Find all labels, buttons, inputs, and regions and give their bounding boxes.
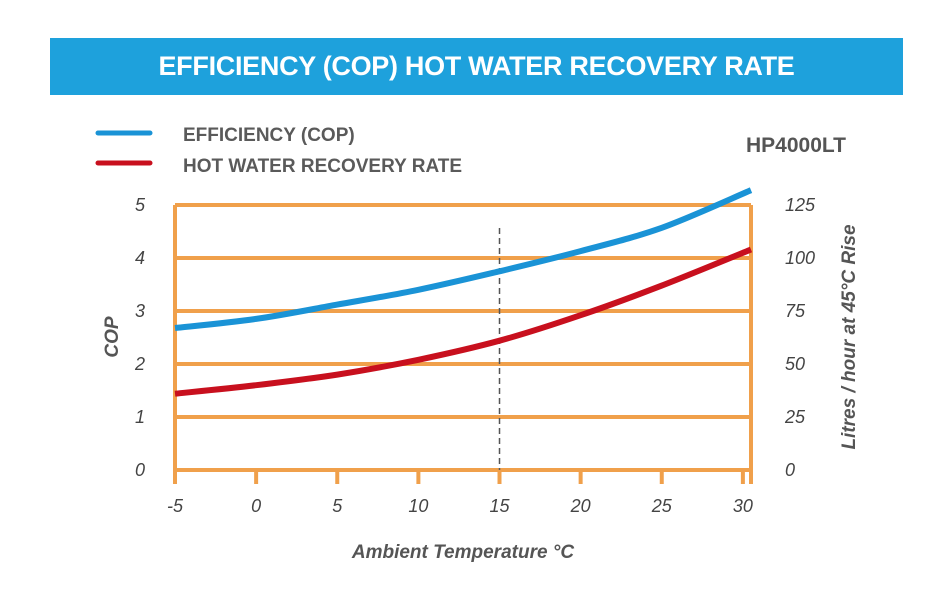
chart-title: EFFICIENCY (COP) HOT WATER RECOVERY RATE xyxy=(158,51,795,81)
x-tick-label: 30 xyxy=(733,496,753,516)
y-axis-title: COP xyxy=(102,316,123,358)
x-tick-label: 0 xyxy=(251,496,261,516)
y-tick-label: 5 xyxy=(135,195,146,215)
x-tick-label: 10 xyxy=(408,496,428,516)
y2-tick-label: 25 xyxy=(784,407,806,427)
y-tick-label: 4 xyxy=(135,248,145,268)
legend-label-cop: EFFICIENCY (COP) xyxy=(183,125,355,146)
title-banner: EFFICIENCY (COP) HOT WATER RECOVERY RATE xyxy=(50,38,903,95)
y-tick-label: 0 xyxy=(135,460,145,480)
series-line-recovery xyxy=(174,246,753,397)
x-axis-title: Ambient Temperature °C xyxy=(351,542,575,563)
y-tick-label: 1 xyxy=(135,407,145,427)
y2-tick-label: 125 xyxy=(785,195,816,215)
x-tick-label: -5 xyxy=(167,496,184,516)
series-lines xyxy=(174,187,753,397)
grid xyxy=(173,203,753,484)
y2-tick-label: 50 xyxy=(785,354,805,374)
series-line-cop xyxy=(174,187,753,331)
legend-label-recovery: HOT WATER RECOVERY RATE xyxy=(183,156,462,177)
x-tick-label: 5 xyxy=(332,496,343,516)
y-tick-label: 3 xyxy=(135,301,145,321)
y2-tick-label: 100 xyxy=(785,248,815,268)
y2-tick-label: 0 xyxy=(785,460,795,480)
x-tick-label: 25 xyxy=(651,496,673,516)
x-tick-label: 20 xyxy=(570,496,591,516)
model-label: HP4000LT xyxy=(746,134,846,157)
x-tick-label: 15 xyxy=(489,496,510,516)
y2-tick-label: 75 xyxy=(785,301,806,321)
y2-axis-title: Litres / hour at 45°C Rise xyxy=(839,224,860,450)
y-tick-label: 2 xyxy=(134,354,145,374)
